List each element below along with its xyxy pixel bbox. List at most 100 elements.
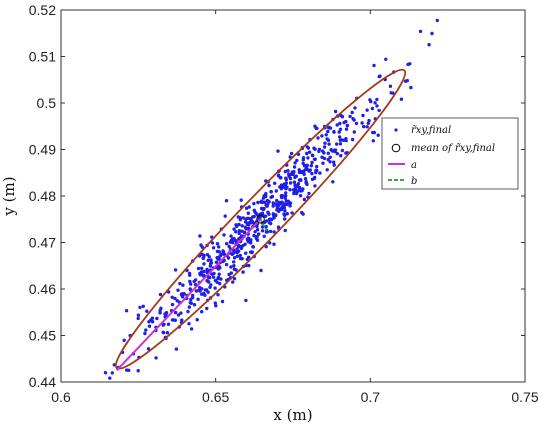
y-tick-label: 0.51: [29, 49, 56, 65]
data-point: [306, 146, 311, 150]
data-point: [269, 195, 273, 199]
data-point: [289, 151, 294, 156]
ellipse-overlay: [114, 68, 407, 372]
data-point: [238, 253, 242, 258]
data-point: [255, 228, 260, 232]
data-point: [372, 63, 376, 68]
data-point: [245, 237, 249, 242]
data-point: [377, 108, 381, 113]
data-point: [225, 242, 229, 246]
data-point: [326, 129, 330, 134]
data-point: [333, 149, 337, 154]
data-point: [373, 101, 377, 105]
x-tick-label: 0.7: [361, 389, 381, 405]
data-point: [435, 18, 439, 23]
data-point: [164, 311, 169, 315]
data-point: [227, 244, 231, 249]
data-point: [255, 224, 259, 229]
data-point: [267, 217, 272, 222]
legend-entry-rxy: r̃xy,final: [411, 125, 451, 136]
data-point: [360, 121, 364, 125]
data-point: [337, 130, 341, 134]
data-point: [306, 156, 310, 160]
data-point: [165, 331, 170, 335]
data-point: [205, 306, 209, 311]
data-point: [307, 191, 311, 196]
data-point: [305, 182, 309, 187]
data-point: [252, 201, 256, 206]
data-point: [239, 198, 243, 202]
data-point: [427, 43, 431, 47]
data-point: [158, 292, 163, 297]
data-point: [217, 245, 221, 249]
data-point: [298, 189, 303, 193]
data-point: [138, 305, 142, 310]
data-point: [214, 304, 218, 308]
data-point: [313, 184, 317, 188]
data-point: [265, 204, 269, 208]
data-point: [244, 217, 248, 221]
data-point: [232, 260, 236, 264]
data-point: [288, 188, 292, 192]
data-point: [188, 287, 192, 291]
data-point: [371, 130, 375, 135]
data-point: [237, 222, 241, 227]
data-point: [198, 289, 202, 293]
data-point: [228, 240, 232, 244]
data-point: [220, 299, 225, 304]
data-point: [154, 356, 158, 360]
data-point: [192, 279, 196, 284]
data-point: [211, 275, 216, 279]
data-point: [202, 262, 206, 266]
data-point: [127, 368, 131, 372]
data-point: [317, 147, 322, 152]
data-point: [327, 142, 331, 146]
data-point: [290, 211, 294, 215]
data-point: [237, 249, 241, 253]
data-point: [272, 230, 276, 234]
data-point: [234, 268, 238, 272]
data-point: [312, 146, 316, 150]
axis-ticks: 0.6 0.65 0.7 0.75 0.44 0.45 0.46 0.47 0.48 0.49 0.…: [29, 2, 539, 405]
data-point: [214, 260, 219, 264]
data-point: [217, 250, 221, 254]
data-point: [320, 155, 324, 159]
data-point: [264, 225, 268, 229]
data-point: [247, 223, 251, 227]
data-point: [310, 153, 315, 157]
data-point: [338, 127, 343, 131]
data-point: [264, 192, 268, 196]
data-point: [238, 218, 242, 222]
data-point: [283, 209, 287, 213]
data-point: [173, 268, 178, 272]
data-point: [320, 134, 324, 138]
data-point: [170, 295, 174, 299]
data-point: [365, 108, 369, 112]
data-point: [378, 74, 382, 78]
data-point: [224, 262, 229, 267]
data-point: [276, 202, 280, 206]
data-point: [283, 196, 287, 200]
data-point: [158, 309, 162, 313]
data-point: [309, 164, 313, 168]
data-point: [368, 98, 372, 102]
data-point: [255, 234, 259, 239]
data-point: [237, 229, 241, 233]
data-point: [266, 210, 270, 214]
data-point: [191, 293, 195, 298]
data-point: [268, 229, 273, 234]
legend-dot-icon: [394, 128, 398, 132]
data-point: [144, 328, 148, 332]
data-point: [295, 158, 299, 163]
data-point: [344, 127, 349, 131]
data-point: [245, 227, 249, 231]
data-point: [248, 240, 252, 244]
data-point: [304, 180, 308, 184]
data-point: [307, 169, 311, 173]
data-point: [209, 258, 213, 262]
data-point: [293, 161, 297, 165]
data-point: [350, 137, 355, 142]
data-point: [181, 283, 185, 287]
data-point: [108, 376, 112, 380]
data-point: [174, 347, 179, 351]
